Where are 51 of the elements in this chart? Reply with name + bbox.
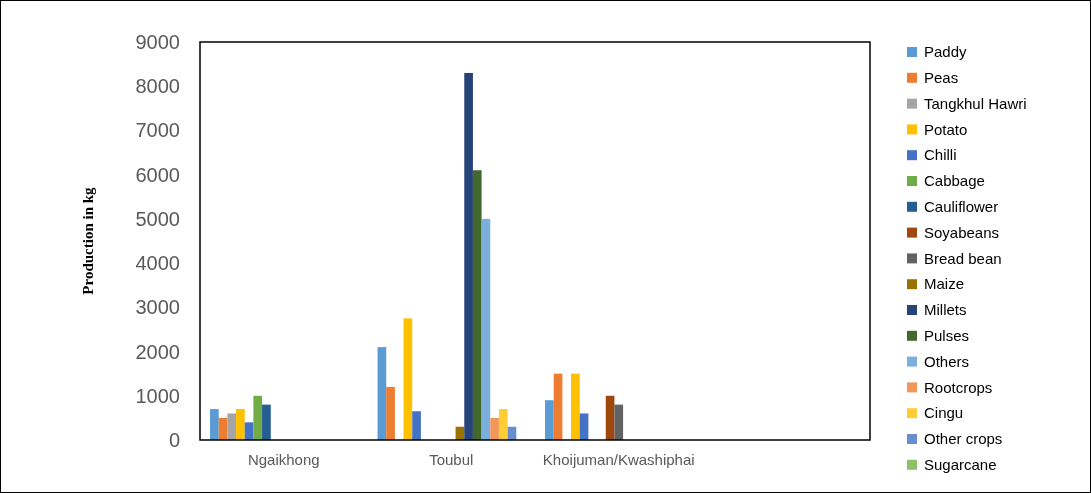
y-tick-label: 8000 xyxy=(135,75,180,98)
y-tick-label: 7000 xyxy=(135,119,180,142)
y-tick-label: 9000 xyxy=(135,31,180,53)
y-axis-title: Production in kg xyxy=(80,186,96,295)
bar xyxy=(403,318,413,440)
legend-label: Rootcrops xyxy=(924,378,993,396)
bar xyxy=(614,404,624,440)
legend-label: Others xyxy=(924,352,970,370)
bar xyxy=(227,413,237,440)
y-tick-label: 0 xyxy=(168,429,180,451)
legend-label: Cabbage xyxy=(924,172,985,190)
y-tick-label: 6000 xyxy=(135,163,180,186)
legend-label: Soyabeans xyxy=(924,223,1000,241)
bar xyxy=(490,417,499,440)
legend-label: Chilli xyxy=(924,146,957,164)
bar xyxy=(472,170,482,440)
y-tick-label: 3000 xyxy=(135,296,180,319)
bar xyxy=(605,395,615,440)
legend-label: Millets xyxy=(924,301,967,319)
bar xyxy=(464,72,473,440)
bar xyxy=(236,409,245,440)
bar xyxy=(498,409,508,440)
legend-label: Sugarcane xyxy=(924,456,997,474)
bar xyxy=(412,411,421,440)
bar xyxy=(253,395,263,440)
legend-label: Paddy xyxy=(924,43,968,61)
x-tick-label: Toubul xyxy=(429,451,474,468)
legend-label: Cauliflower xyxy=(924,198,999,216)
y-tick-label: 4000 xyxy=(135,252,180,275)
y-tick-label: 2000 xyxy=(135,340,180,363)
legend-label: Potato xyxy=(924,120,968,138)
bar xyxy=(545,400,554,440)
x-tick-label: Khoijuman/Kwashiphai xyxy=(542,451,695,468)
legend-label: Other crops xyxy=(924,430,1003,448)
bar xyxy=(481,218,491,440)
legend-label: Maize xyxy=(924,275,965,293)
bar xyxy=(377,347,387,440)
y-tick-label: 5000 xyxy=(135,207,180,230)
bar xyxy=(210,409,219,440)
legend-label: Tangkhul Hawri xyxy=(924,94,1027,112)
bar xyxy=(386,386,395,440)
legend-label: Bread bean xyxy=(924,249,1002,267)
bar xyxy=(262,404,271,440)
bar xyxy=(571,373,580,440)
y-tick-label: 1000 xyxy=(135,384,180,407)
legend-label: Cingu xyxy=(924,404,964,422)
bar xyxy=(579,413,589,440)
legend-label: Pulses xyxy=(924,327,970,345)
bar xyxy=(553,373,563,440)
legend-label: Peas xyxy=(924,69,959,87)
x-tick-label: Ngaikhong xyxy=(247,451,320,468)
